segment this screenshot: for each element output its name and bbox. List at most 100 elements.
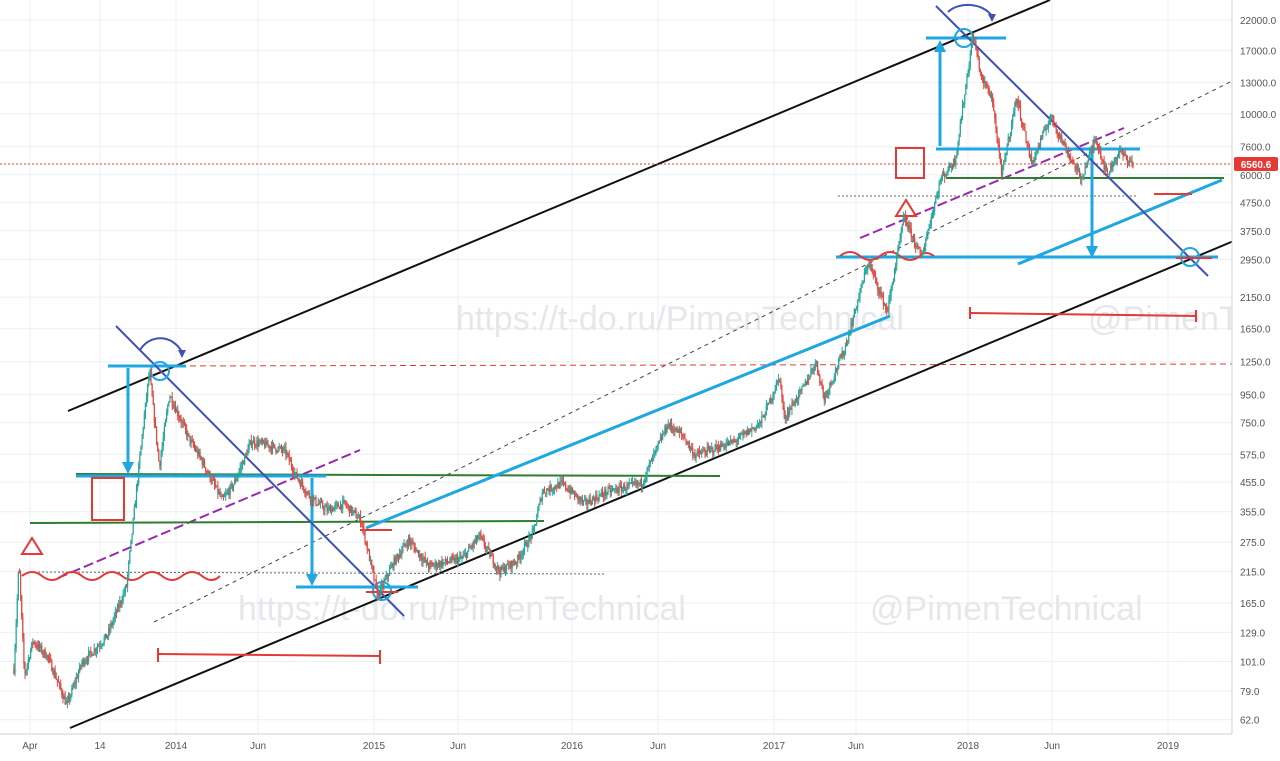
candle-body: [754, 427, 756, 430]
candle-body: [337, 503, 339, 507]
y-tick-label: 355.0: [1240, 508, 1265, 519]
candle-body: [144, 402, 147, 415]
candle-body: [370, 559, 372, 562]
candle-body: [116, 605, 119, 613]
candle-body: [893, 271, 896, 281]
candle-body: [530, 536, 532, 539]
candle-body: [1027, 145, 1029, 147]
candle-body: [814, 362, 816, 369]
candle-body: [103, 637, 105, 644]
candle-body: [220, 495, 222, 497]
candle-body: [436, 566, 439, 568]
candle-body: [306, 492, 308, 494]
candle-body: [890, 287, 892, 295]
blue-arrowhead-2018: [1086, 246, 1098, 258]
candle-body: [818, 370, 820, 376]
candle-body: [849, 333, 851, 335]
candle-body: [178, 416, 180, 418]
candle-body: [307, 492, 309, 494]
candle-body: [541, 492, 543, 501]
candle-body: [523, 543, 526, 550]
candle-body: [164, 419, 167, 427]
candle-body: [608, 487, 610, 489]
candle-body: [879, 291, 881, 294]
candle-body: [1004, 158, 1006, 161]
candle-body: [329, 507, 332, 513]
candle-body: [882, 294, 884, 306]
candle-body: [128, 562, 130, 575]
candle-body: [416, 549, 419, 551]
candle-body: [1028, 145, 1030, 157]
candle-body: [1101, 158, 1103, 160]
candle-body: [203, 460, 206, 468]
candle-body: [760, 421, 762, 424]
candle-body: [374, 579, 376, 581]
x-tick-label: Jun: [1044, 741, 1060, 752]
candle-body: [131, 533, 133, 540]
candle-body: [60, 683, 62, 690]
candle-body: [720, 443, 722, 451]
candle-body: [99, 645, 101, 647]
candle-body: [521, 554, 523, 556]
candle-body: [401, 551, 403, 556]
candle-body: [767, 403, 770, 405]
candle-body: [995, 118, 997, 130]
candle-body: [357, 517, 359, 519]
candle-body: [704, 451, 706, 454]
candle-body: [390, 566, 392, 570]
candle-body: [1092, 145, 1094, 148]
candle-body: [681, 431, 683, 435]
candle-body: [654, 450, 656, 454]
candle-body: [930, 216, 932, 226]
candle-body: [549, 484, 551, 492]
candle-body: [200, 456, 202, 459]
candle-body: [764, 415, 766, 418]
candle-body: [721, 443, 723, 447]
candle-body: [123, 592, 125, 594]
candle-body: [660, 437, 663, 440]
candle-body: [291, 467, 294, 472]
y-tick-label: 62.0: [1240, 716, 1260, 727]
candle-body: [250, 440, 252, 446]
candle-body: [599, 494, 601, 496]
candle-body: [867, 264, 869, 270]
candle-body: [963, 103, 965, 106]
candle-body: [305, 493, 307, 495]
candle-body: [937, 193, 939, 195]
candle-body: [188, 433, 190, 436]
candle-body: [659, 437, 662, 441]
x-tick-label: 2018: [957, 741, 980, 752]
candle-body: [668, 423, 670, 427]
candle-body: [878, 289, 880, 294]
candle-body: [346, 505, 348, 507]
candle-body: [960, 118, 962, 124]
candle-body: [1099, 148, 1101, 151]
candle-body: [913, 237, 916, 245]
candle-body: [35, 645, 37, 647]
candle-body: [1086, 162, 1088, 168]
candle-body: [299, 481, 301, 487]
candle-body: [1046, 128, 1048, 130]
candle-body: [255, 445, 257, 447]
candle-body: [368, 550, 371, 562]
candle-body: [72, 686, 74, 688]
candle-body: [95, 649, 97, 652]
candle-body: [206, 471, 208, 473]
candle-body: [1033, 160, 1035, 162]
candle-body: [376, 585, 378, 597]
candle-body: [976, 49, 978, 54]
candle-body: [502, 566, 504, 570]
y-tick-label: 275.0: [1240, 538, 1265, 549]
candle-body: [421, 558, 423, 562]
candle-body: [132, 518, 134, 534]
candle-body: [1054, 125, 1056, 127]
candle-body: [1121, 149, 1123, 153]
candle-body: [927, 230, 929, 235]
candle-body: [835, 369, 838, 371]
candle-body: [190, 439, 192, 444]
candle-body: [821, 383, 823, 388]
candle-body: [55, 677, 57, 680]
candle-body: [127, 574, 129, 587]
